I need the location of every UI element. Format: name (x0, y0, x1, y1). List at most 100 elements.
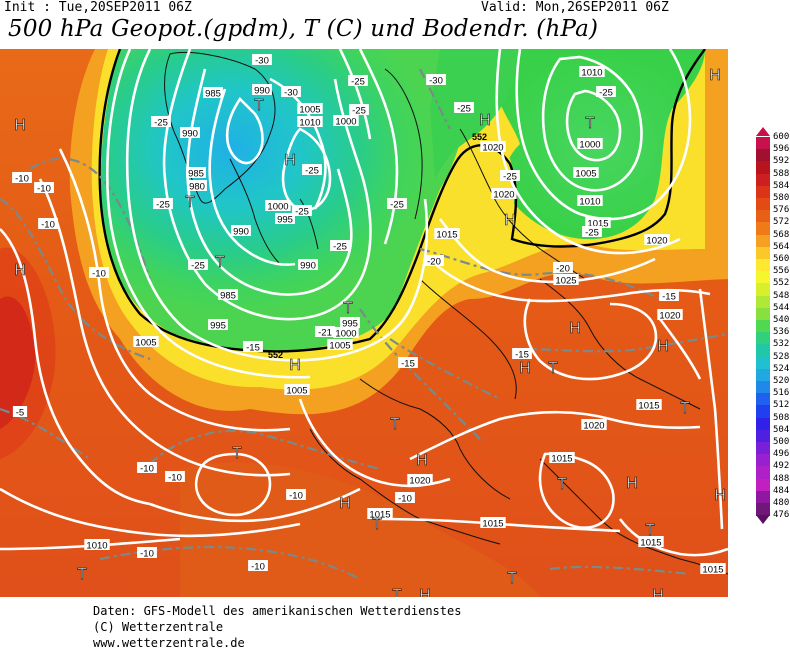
svg-text:1000: 1000 (267, 202, 288, 213)
contour-552-labels: 552 552 (268, 132, 487, 360)
temperature-label: -20 (553, 262, 573, 275)
legend-label: 536 (773, 327, 790, 338)
isobar-label: 1010 (297, 116, 323, 129)
svg-text:1015: 1015 (551, 454, 572, 465)
high-pressure-marker: H (479, 112, 491, 129)
footer-copyright: (C) Wetterzentrale (93, 620, 224, 634)
high-pressure-marker: H (652, 587, 664, 597)
svg-text:1005: 1005 (329, 341, 350, 352)
isobar-label: 1005 (327, 339, 353, 352)
init-time: Init : Tue,20SEP2011 06Z (4, 0, 192, 15)
isobar-label: 1010 (577, 195, 603, 208)
isobar-label: 990 (180, 127, 200, 140)
temperature-label: -25 (582, 226, 602, 239)
footer-source: Daten: GFS-Modell des amerikanischen Wet… (93, 604, 462, 618)
svg-text:-25: -25 (503, 172, 517, 183)
svg-text:-10: -10 (140, 464, 154, 475)
legend-label: 572 (773, 217, 790, 228)
temperature-label: -10 (165, 471, 185, 484)
svg-text:1000: 1000 (579, 140, 600, 151)
legend-label: 560 (773, 254, 790, 264)
isobar-label: 985 (186, 167, 206, 180)
legend-swatch (756, 173, 770, 187)
temperature-label: -25 (292, 205, 312, 218)
svg-text:-25: -25 (585, 228, 599, 239)
svg-text:990: 990 (300, 261, 316, 272)
isobar-label: 1020 (581, 419, 607, 432)
legend-swatch (756, 405, 770, 419)
isobar-label: 990 (298, 259, 318, 272)
legend-label: 556 (773, 266, 790, 277)
legend-swatch (756, 490, 770, 504)
svg-text:1015: 1015 (638, 401, 659, 412)
legend-label: 488 (773, 473, 790, 484)
legend-swatch (756, 417, 770, 431)
low-pressure-marker: T (557, 476, 567, 493)
legend-swatch (756, 222, 770, 236)
svg-text:995: 995 (277, 215, 293, 226)
temperature-label: -10 (286, 489, 306, 502)
svg-text:-10: -10 (289, 491, 303, 502)
isobar-label: 1000 (333, 327, 359, 340)
legend-swatch (756, 344, 770, 358)
legend-swatch (756, 332, 770, 345)
legend-label: 476 (773, 510, 790, 521)
low-pressure-marker: T (507, 570, 517, 587)
isobar-label: 1025 (553, 274, 579, 287)
legend-swatch (756, 259, 770, 272)
svg-text:1015: 1015 (587, 219, 608, 230)
legend-swatch (756, 478, 770, 492)
high-pressure-marker: H (14, 117, 26, 134)
svg-text:-10: -10 (92, 269, 106, 280)
low-pressure-marker: T (392, 587, 402, 597)
isobar-label: 1015 (700, 563, 726, 576)
svg-text:990: 990 (233, 227, 249, 238)
isobar-label: 980 (187, 180, 207, 193)
svg-text:-20: -20 (556, 264, 570, 275)
isobar-label: 995 (275, 213, 295, 226)
legend-label: 552 (773, 278, 790, 289)
legend-label: 496 (773, 449, 790, 460)
legend-swatch (756, 466, 770, 480)
legend-swatch (756, 320, 770, 333)
temperature-label: -21 (315, 326, 335, 339)
svg-text:1010: 1010 (299, 118, 320, 129)
low-pressure-marker: T (548, 360, 558, 377)
svg-text:1020: 1020 (409, 476, 430, 487)
warm-band-south (180, 462, 540, 597)
svg-text:-20: -20 (427, 257, 441, 268)
svg-text:-15: -15 (662, 292, 676, 303)
svg-text:-25: -25 (352, 106, 366, 117)
legend-label: 568 (773, 229, 790, 240)
svg-text:1010: 1010 (86, 541, 107, 552)
svg-text:-10: -10 (140, 549, 154, 560)
isobar-label: 1015 (549, 452, 575, 465)
ridge-tongue (451, 144, 515, 259)
svg-text:1005: 1005 (286, 386, 307, 397)
footer-url[interactable]: www.wetterzentrale.de (93, 636, 245, 650)
legend-swatch (756, 185, 770, 199)
legend-label: 548 (773, 290, 790, 301)
svg-text:-5: -5 (16, 408, 24, 419)
svg-text:-30: -30 (255, 56, 269, 67)
low-pressure-marker: T (185, 194, 195, 211)
high-pressure-marker: H (289, 357, 301, 374)
svg-text:1020: 1020 (482, 143, 503, 154)
low-pressure-marker: T (680, 400, 690, 417)
isobar-label: 995 (340, 317, 360, 330)
svg-text:-10: -10 (251, 562, 265, 573)
chart-title: 500 hPa Geopot.(gpdm), T (C) und Bodendr… (8, 16, 599, 42)
svg-text:-25: -25 (599, 88, 613, 99)
low-pressure-marker: T (585, 115, 595, 132)
legend-swatch (756, 210, 770, 223)
isobar-label: 1015 (638, 536, 664, 549)
isobar-label: 990 (231, 225, 251, 238)
legend-label: 480 (773, 498, 790, 508)
temperature-label: -25 (330, 240, 350, 253)
legend-label: 596 (773, 144, 790, 155)
isotherms (0, 68, 728, 580)
svg-text:-21: -21 (318, 328, 332, 339)
svg-text:995: 995 (342, 319, 358, 330)
